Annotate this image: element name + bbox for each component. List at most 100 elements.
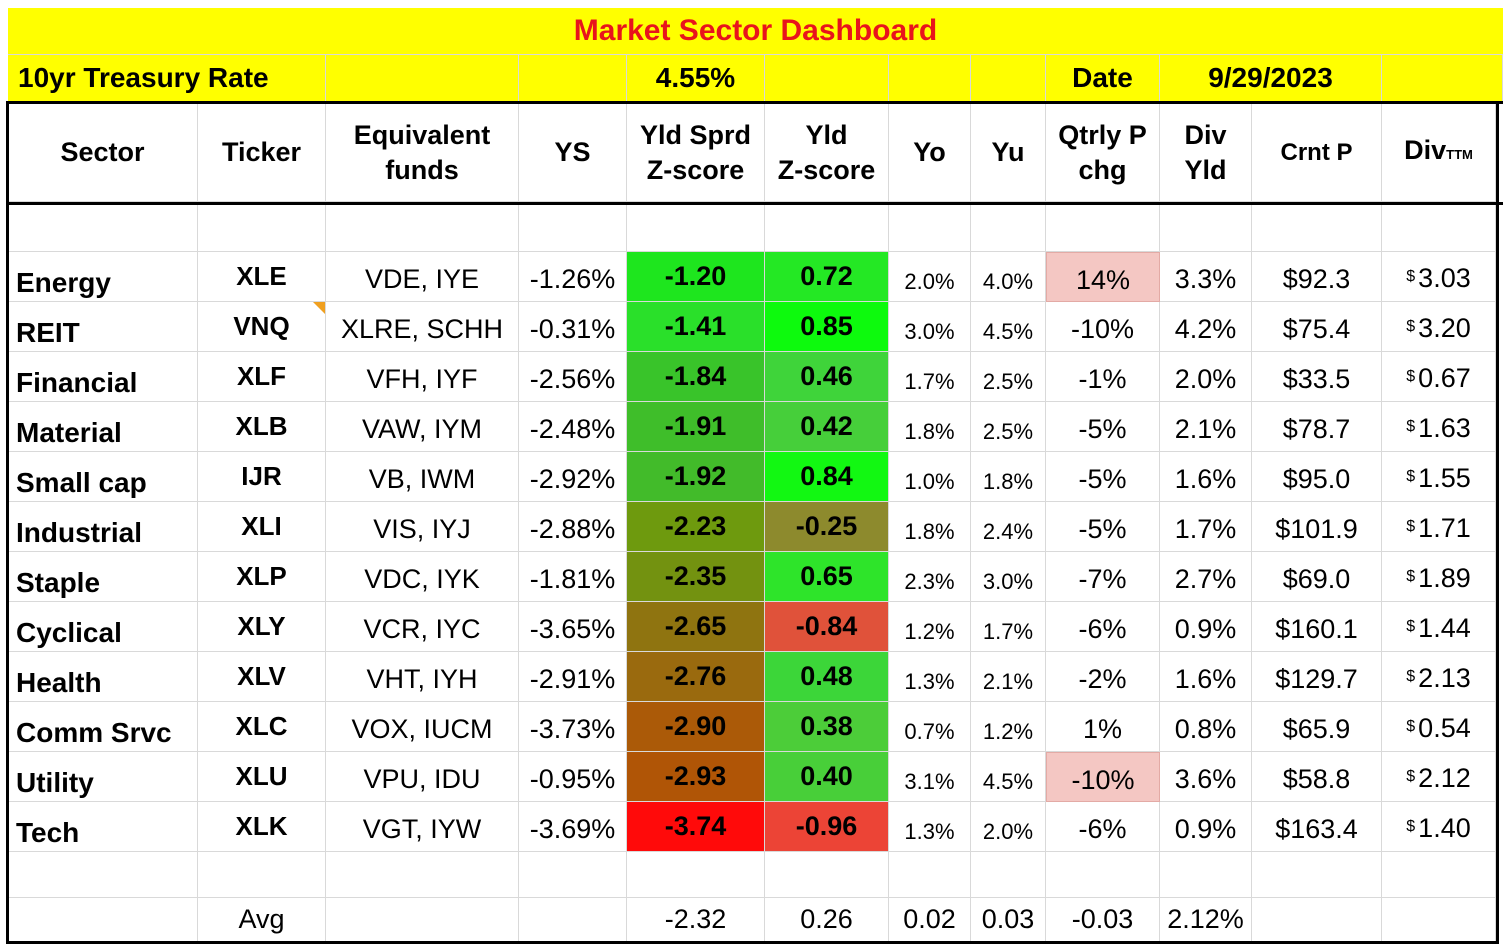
- col-header-ticker[interactable]: Ticker: [198, 104, 326, 202]
- table-cell-yld[interactable]: 0.40: [765, 752, 889, 802]
- table-cell-yld[interactable]: 0.42: [765, 402, 889, 452]
- table-cell-funds[interactable]: XLRE, SCHH: [326, 302, 519, 352]
- avg-cell-crnt[interactable]: [1252, 898, 1382, 942]
- table-cell-ticker[interactable]: XLF: [198, 352, 326, 402]
- blank-cell[interactable]: [1382, 852, 1496, 898]
- table-cell-ys[interactable]: -2.48%: [519, 402, 627, 452]
- table-cell-yu[interactable]: 1.7%: [971, 602, 1046, 652]
- table-cell-sprd[interactable]: -2.93: [627, 752, 765, 802]
- blank-cell[interactable]: [1046, 852, 1160, 898]
- blank-cell[interactable]: [627, 205, 765, 252]
- avg-cell-yu[interactable]: 0.03: [971, 898, 1046, 942]
- table-cell-ys[interactable]: -2.88%: [519, 502, 627, 552]
- table-cell-yo[interactable]: 1.8%: [889, 502, 971, 552]
- table-cell-qtr[interactable]: -2%: [1046, 652, 1160, 702]
- table-cell-qtr[interactable]: 14%: [1046, 252, 1160, 302]
- table-cell-dy[interactable]: 3.6%: [1160, 752, 1252, 802]
- col-header-funds[interactable]: Equivalent funds: [326, 104, 519, 202]
- table-cell-yo[interactable]: 1.8%: [889, 402, 971, 452]
- table-cell-qtr[interactable]: -5%: [1046, 452, 1160, 502]
- table-cell-crnt[interactable]: $160.1: [1252, 602, 1382, 652]
- table-cell-yu[interactable]: 2.0%: [971, 802, 1046, 852]
- table-cell-div[interactable]: $0.67: [1382, 352, 1496, 402]
- blank-cell[interactable]: [889, 205, 971, 252]
- table-cell-ys[interactable]: -3.69%: [519, 802, 627, 852]
- col-header-div-ttm[interactable]: DivTTM: [1382, 104, 1496, 202]
- table-cell-funds[interactable]: VB, IWM: [326, 452, 519, 502]
- yellow-cell[interactable]: [1382, 55, 1503, 102]
- table-cell-crnt[interactable]: $58.8: [1252, 752, 1382, 802]
- blank-cell[interactable]: [198, 852, 326, 898]
- table-cell-div[interactable]: $1.71: [1382, 502, 1496, 552]
- table-cell-yu[interactable]: 2.1%: [971, 652, 1046, 702]
- table-cell-crnt[interactable]: $101.9: [1252, 502, 1382, 552]
- table-cell-yo[interactable]: 2.3%: [889, 552, 971, 602]
- table-cell-funds[interactable]: VGT, IYW: [326, 802, 519, 852]
- blank-cell[interactable]: [765, 205, 889, 252]
- avg-cell-qtr[interactable]: -0.03: [1046, 898, 1160, 942]
- table-cell-funds[interactable]: VDE, IYE: [326, 252, 519, 302]
- table-cell-qtr[interactable]: -10%: [1046, 752, 1160, 802]
- table-cell-funds[interactable]: VIS, IYJ: [326, 502, 519, 552]
- table-cell-dy[interactable]: 4.2%: [1160, 302, 1252, 352]
- table-cell-yld[interactable]: -0.84: [765, 602, 889, 652]
- table-cell-dy[interactable]: 1.6%: [1160, 452, 1252, 502]
- avg-cell-yo[interactable]: 0.02: [889, 898, 971, 942]
- table-cell-sprd[interactable]: -1.41: [627, 302, 765, 352]
- table-cell-yo[interactable]: 0.7%: [889, 702, 971, 752]
- table-cell-funds[interactable]: VOX, IUCM: [326, 702, 519, 752]
- blank-cell[interactable]: [8, 205, 198, 252]
- avg-cell-dy[interactable]: 2.12%: [1160, 898, 1252, 942]
- table-cell-yo[interactable]: 1.7%: [889, 352, 971, 402]
- table-cell-dy[interactable]: 0.9%: [1160, 802, 1252, 852]
- avg-cell-div[interactable]: [1382, 898, 1496, 942]
- table-cell-div[interactable]: $0.54: [1382, 702, 1496, 752]
- table-cell-sector[interactable]: Health: [8, 652, 198, 702]
- table-cell-div[interactable]: $1.40: [1382, 802, 1496, 852]
- table-cell-sprd[interactable]: -2.76: [627, 652, 765, 702]
- blank-cell[interactable]: [971, 205, 1046, 252]
- table-cell-sprd[interactable]: -2.23: [627, 502, 765, 552]
- table-cell-yld[interactable]: 0.84: [765, 452, 889, 502]
- table-cell-crnt[interactable]: $65.9: [1252, 702, 1382, 752]
- table-cell-crnt[interactable]: $33.5: [1252, 352, 1382, 402]
- table-cell-div[interactable]: $3.03: [1382, 252, 1496, 302]
- table-cell-yu[interactable]: 1.2%: [971, 702, 1046, 752]
- blank-cell[interactable]: [326, 205, 519, 252]
- table-cell-sector[interactable]: Small cap: [8, 452, 198, 502]
- table-cell-yo[interactable]: 3.0%: [889, 302, 971, 352]
- treasury-value-cell[interactable]: 4.55%: [627, 55, 765, 102]
- table-cell-crnt[interactable]: $75.4: [1252, 302, 1382, 352]
- table-cell-yld[interactable]: 0.48: [765, 652, 889, 702]
- table-cell-sprd[interactable]: -1.20: [627, 252, 765, 302]
- table-cell-funds[interactable]: VFH, IYF: [326, 352, 519, 402]
- table-cell-ticker[interactable]: XLI: [198, 502, 326, 552]
- avg-cell-sprd[interactable]: -2.32: [627, 898, 765, 942]
- table-cell-ticker[interactable]: XLC: [198, 702, 326, 752]
- avg-cell-yld[interactable]: 0.26: [765, 898, 889, 942]
- table-cell-yo[interactable]: 1.0%: [889, 452, 971, 502]
- table-cell-dy[interactable]: 2.0%: [1160, 352, 1252, 402]
- table-cell-ys[interactable]: -2.92%: [519, 452, 627, 502]
- blank-cell[interactable]: [1252, 205, 1382, 252]
- table-cell-sector[interactable]: Energy: [8, 252, 198, 302]
- table-cell-sector[interactable]: Utility: [8, 752, 198, 802]
- table-cell-qtr[interactable]: -10%: [1046, 302, 1160, 352]
- blank-cell[interactable]: [519, 852, 627, 898]
- table-cell-ticker[interactable]: XLE: [198, 252, 326, 302]
- table-cell-ticker[interactable]: XLP: [198, 552, 326, 602]
- date-value-cell[interactable]: 9/29/2023: [1160, 55, 1382, 102]
- blank-cell[interactable]: [1252, 852, 1382, 898]
- avg-cell-funds[interactable]: [326, 898, 519, 942]
- table-cell-ys[interactable]: -1.26%: [519, 252, 627, 302]
- table-cell-ys[interactable]: -2.56%: [519, 352, 627, 402]
- yellow-cell[interactable]: [971, 55, 1046, 102]
- table-cell-funds[interactable]: VCR, IYC: [326, 602, 519, 652]
- table-cell-ys[interactable]: -3.65%: [519, 602, 627, 652]
- table-cell-yld[interactable]: -0.96: [765, 802, 889, 852]
- blank-cell[interactable]: [1160, 852, 1252, 898]
- table-cell-div[interactable]: $3.20: [1382, 302, 1496, 352]
- table-cell-sprd[interactable]: -3.74: [627, 802, 765, 852]
- table-cell-crnt[interactable]: $163.4: [1252, 802, 1382, 852]
- table-cell-ticker[interactable]: XLK: [198, 802, 326, 852]
